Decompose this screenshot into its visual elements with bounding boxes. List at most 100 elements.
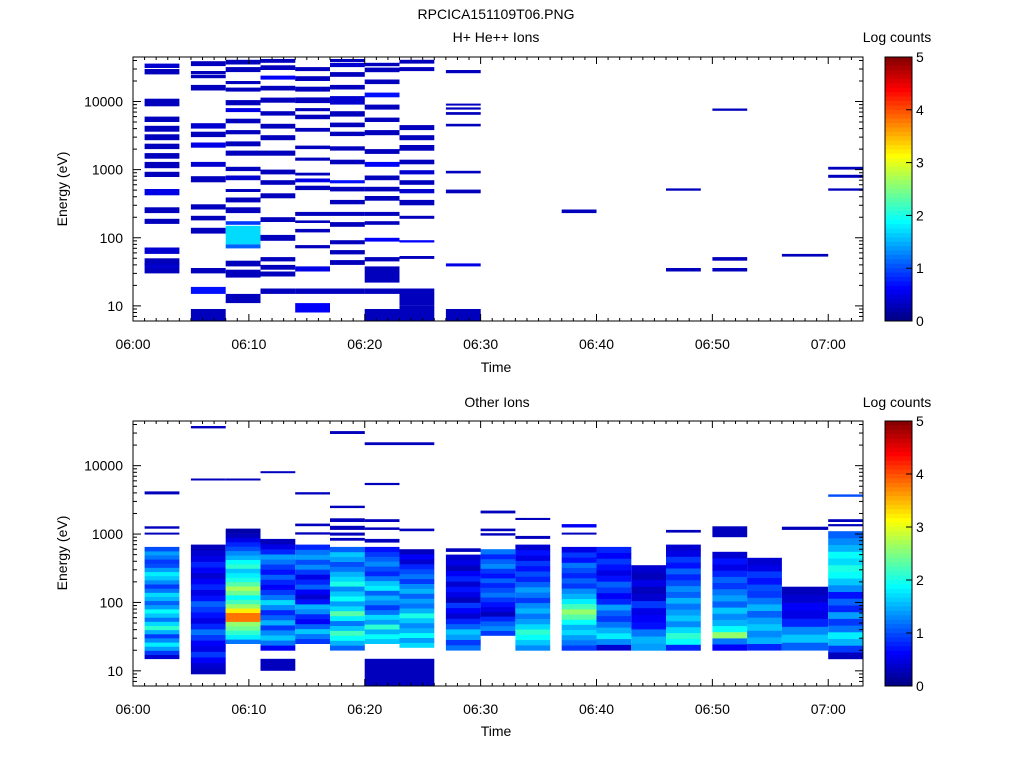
heatmap-cell: [330, 591, 365, 597]
heatmap-cell: [330, 84, 365, 90]
heatmap-cell: [330, 288, 365, 294]
heatmap-cell: [225, 175, 261, 181]
heatmap-cell: [190, 589, 226, 596]
heatmap-cell: [260, 579, 296, 585]
y-tick-label: 10: [107, 298, 123, 314]
heatmap-cell: [295, 609, 330, 615]
colorbar-tick-label: 5: [916, 413, 924, 429]
heatmap-cell: [596, 581, 632, 588]
heatmap-cell: [190, 550, 226, 557]
heatmap-cell: [295, 97, 330, 104]
colorbar-segment: [885, 588, 912, 594]
heatmap-cell: [330, 518, 365, 522]
heatmap-cell: [515, 634, 551, 641]
heatmap-cell: [190, 204, 226, 210]
heatmap-cell: [190, 584, 226, 590]
heatmap-cell: [399, 573, 435, 580]
colorbar-segment: [885, 438, 912, 444]
colorbar-segment: [885, 465, 912, 471]
heatmap-cell: [330, 532, 365, 536]
colorbar-segment: [885, 281, 912, 287]
heatmap-cell: [712, 526, 748, 538]
colorbar-segment: [885, 79, 912, 84]
heatmap-cell: [480, 621, 516, 627]
heatmap-cell: [330, 72, 365, 77]
heatmap-cell: [225, 260, 261, 267]
heatmap-cell: [225, 639, 261, 644]
heatmap-cell: [260, 271, 296, 277]
heatmap-cell: [399, 305, 435, 321]
colorbar-segment: [885, 211, 912, 216]
heatmap-cell: [399, 215, 435, 219]
heatmap-cell: [781, 642, 829, 651]
heatmap-cell: [225, 528, 261, 534]
heatmap-cell: [631, 572, 667, 580]
heatmap-cell: [445, 644, 481, 651]
heatmap-cell: [515, 629, 551, 635]
colorbar-segment: [885, 246, 912, 252]
heatmap-cell: [190, 309, 226, 321]
heatmap-cell: [330, 505, 365, 509]
heatmap-cell: [480, 616, 516, 622]
heatmap-cell: [190, 657, 226, 664]
heatmap-cell: [144, 526, 180, 529]
colorbar-segment: [885, 429, 912, 435]
heatmap-cell: [144, 143, 180, 150]
heatmap-cell: [225, 550, 261, 556]
heatmap-cell: [828, 494, 863, 497]
heatmap-cell: [666, 574, 701, 581]
heatmap-cell: [596, 598, 632, 605]
heatmap-cell: [480, 568, 516, 574]
heatmap-cell: [330, 146, 365, 151]
heatmap-cell: [747, 623, 782, 631]
heatmap-cell: [364, 196, 400, 201]
heatmap-cell: [445, 634, 481, 640]
heatmap-cell: [330, 240, 365, 245]
colorbar-segment: [885, 544, 912, 550]
heatmap-cell: [747, 590, 782, 598]
heatmap-cell: [399, 199, 435, 206]
heatmap-cell: [712, 558, 748, 565]
y-tick-label: 1000: [92, 162, 123, 178]
heatmap-cell: [399, 528, 435, 532]
heatmap-cell: [330, 431, 365, 434]
heatmap-cell: [445, 639, 481, 646]
heatmap-cell: [712, 637, 748, 645]
heatmap-cell: [295, 266, 330, 272]
heatmap-cell: [747, 617, 782, 625]
heatmap-cell: [144, 491, 180, 495]
heatmap-cell: [828, 584, 863, 592]
colorbar-segment: [885, 268, 912, 274]
colorbar-segment: [885, 425, 912, 431]
colorbar-tick-label: 0: [916, 678, 924, 694]
heatmap-cell: [190, 426, 226, 429]
heatmap-cell: [364, 556, 400, 562]
heatmap-cell: [295, 245, 330, 249]
heatmap-cell: [399, 658, 435, 686]
colorbar-segment: [885, 491, 912, 497]
heatmap-cell: [190, 286, 226, 294]
panel-2-title: Other Ions: [464, 394, 529, 410]
heatmap-cell: [712, 644, 748, 651]
heatmap-cell: [399, 642, 435, 648]
x-tick-label: 06:40: [579, 336, 614, 352]
heatmap-cell: [225, 59, 261, 65]
colorbar-segment: [885, 641, 912, 647]
heatmap-cell: [295, 569, 330, 575]
heatmap-cell: [225, 568, 261, 574]
heatmap-cell: [480, 563, 516, 569]
heatmap-cell: [260, 635, 296, 641]
colorbar-segment: [885, 219, 912, 225]
heatmap-cell: [666, 638, 701, 645]
heatmap-cell: [399, 613, 435, 619]
colorbar-segment: [885, 487, 912, 493]
heatmap-cell: [561, 634, 597, 641]
colorbar-segment: [885, 421, 912, 426]
heatmap-cell: [364, 442, 400, 446]
heatmap-cell: [666, 591, 701, 598]
heatmap-cell: [828, 174, 863, 178]
colorbar-segment: [885, 259, 912, 265]
colorbar-segment: [885, 206, 912, 212]
heatmap-cell: [364, 546, 400, 553]
colorbar-segment: [885, 593, 912, 599]
